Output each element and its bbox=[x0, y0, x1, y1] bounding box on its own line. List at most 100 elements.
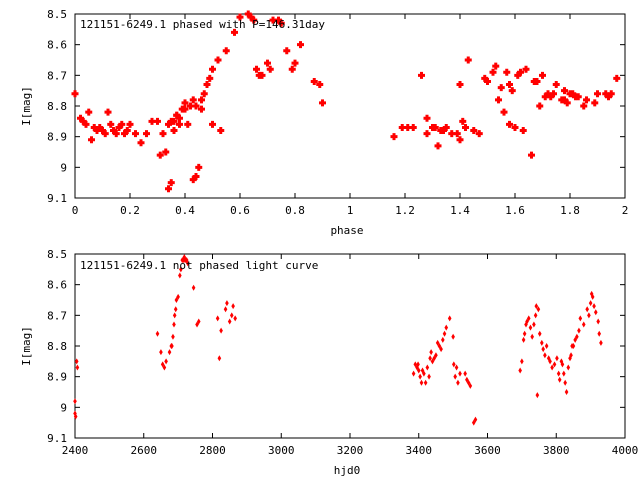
data-point bbox=[409, 123, 417, 131]
data-point bbox=[481, 74, 489, 82]
data-point bbox=[452, 361, 456, 368]
data-point bbox=[79, 117, 87, 125]
data-point bbox=[463, 370, 467, 377]
data-point bbox=[173, 306, 178, 313]
data-point bbox=[453, 373, 457, 380]
x-axis-label: hjd0 bbox=[334, 464, 361, 477]
data-point bbox=[390, 133, 398, 141]
data-point bbox=[569, 90, 577, 98]
data-point bbox=[552, 81, 560, 89]
data-point bbox=[162, 364, 167, 371]
data-point bbox=[500, 108, 508, 116]
x-tick-label: 3800 bbox=[543, 444, 570, 457]
data-point bbox=[585, 306, 589, 313]
data-point bbox=[462, 123, 469, 131]
data-point bbox=[511, 123, 519, 131]
data-point bbox=[167, 179, 175, 187]
x-tick-label: 1.2 bbox=[395, 204, 415, 217]
data-point bbox=[185, 260, 190, 267]
data-point bbox=[90, 123, 98, 131]
data-point bbox=[441, 336, 445, 343]
x-tick-label: 1.4 bbox=[450, 204, 470, 217]
x-tick-label: 3400 bbox=[406, 444, 433, 457]
data-point bbox=[492, 62, 500, 70]
data-point bbox=[475, 130, 483, 138]
data-point bbox=[422, 370, 426, 377]
data-points bbox=[73, 254, 603, 426]
data-point bbox=[525, 318, 529, 325]
x-tick-label: 1.8 bbox=[560, 204, 580, 217]
tick-marks: 0 0.2 0.4 0.6 0.8 1 1.2 1.4 1.6 1.8 2 8.5 8.6 8.7 8.8 8… bbox=[47, 8, 628, 217]
data-point bbox=[514, 71, 522, 79]
y-tick-label: 8.9 bbox=[47, 371, 67, 384]
data-point bbox=[544, 343, 549, 349]
data-point bbox=[96, 123, 104, 131]
data-point bbox=[189, 176, 197, 184]
x-tick-label: 4000 bbox=[612, 444, 639, 457]
y-tick-label: 9 bbox=[60, 401, 67, 414]
data-point bbox=[231, 28, 238, 36]
data-point bbox=[236, 13, 244, 21]
data-point bbox=[508, 87, 516, 95]
data-point bbox=[126, 120, 134, 128]
chart-title: 121151-6249.1 phased with P=146.31day bbox=[80, 18, 325, 31]
data-point bbox=[520, 358, 524, 365]
data-point bbox=[566, 364, 571, 371]
data-point bbox=[88, 136, 95, 144]
data-point bbox=[104, 108, 112, 116]
data-point bbox=[497, 84, 505, 92]
data-point bbox=[506, 81, 513, 89]
data-point bbox=[178, 272, 182, 279]
data-point bbox=[444, 324, 449, 331]
data-point bbox=[503, 68, 511, 76]
data-point bbox=[453, 130, 461, 138]
data-point bbox=[563, 379, 567, 386]
data-point bbox=[587, 312, 591, 319]
data-point bbox=[404, 123, 412, 131]
data-point bbox=[217, 355, 222, 362]
data-point bbox=[532, 321, 536, 328]
data-point bbox=[198, 105, 205, 113]
data-point bbox=[562, 370, 566, 377]
data-point bbox=[517, 68, 524, 76]
data-point bbox=[489, 68, 497, 76]
data-point bbox=[200, 90, 208, 98]
data-point bbox=[536, 102, 544, 110]
data-point bbox=[206, 74, 214, 82]
x-axis-label: phase bbox=[330, 224, 363, 237]
y-tick-label: 8.8 bbox=[47, 100, 67, 113]
data-point bbox=[156, 151, 164, 159]
data-point bbox=[269, 16, 277, 24]
data-point bbox=[71, 90, 79, 98]
data-point bbox=[244, 10, 252, 18]
data-point bbox=[559, 358, 564, 365]
data-point bbox=[591, 99, 599, 107]
data-point bbox=[605, 93, 612, 101]
data-point bbox=[541, 93, 549, 101]
data-point bbox=[578, 315, 583, 322]
data-point bbox=[556, 370, 561, 377]
data-point bbox=[546, 355, 551, 362]
data-point bbox=[569, 352, 573, 359]
data-point bbox=[528, 324, 533, 331]
y-tick-label: 9.1 bbox=[47, 192, 67, 205]
data-point bbox=[544, 90, 552, 98]
data-point bbox=[561, 87, 568, 95]
data-point bbox=[172, 321, 176, 328]
data-point bbox=[456, 136, 464, 144]
data-point bbox=[594, 90, 601, 98]
x-tick-label: 2 bbox=[622, 204, 629, 217]
data-point bbox=[275, 16, 282, 24]
data-point bbox=[170, 127, 178, 135]
data-point bbox=[580, 102, 588, 110]
data-point bbox=[75, 364, 80, 371]
data-point bbox=[181, 105, 189, 113]
data-point bbox=[583, 96, 590, 104]
data-point bbox=[192, 102, 200, 110]
data-point bbox=[468, 382, 473, 389]
data-point bbox=[563, 99, 571, 107]
data-point bbox=[533, 77, 541, 85]
data-point bbox=[448, 130, 456, 138]
data-point bbox=[543, 352, 547, 359]
data-point bbox=[533, 312, 538, 319]
